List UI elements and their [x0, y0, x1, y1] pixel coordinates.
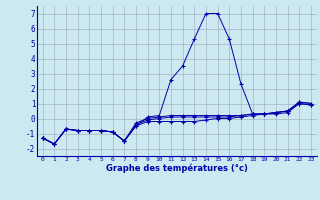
X-axis label: Graphe des températures (°c): Graphe des températures (°c) — [106, 164, 248, 173]
